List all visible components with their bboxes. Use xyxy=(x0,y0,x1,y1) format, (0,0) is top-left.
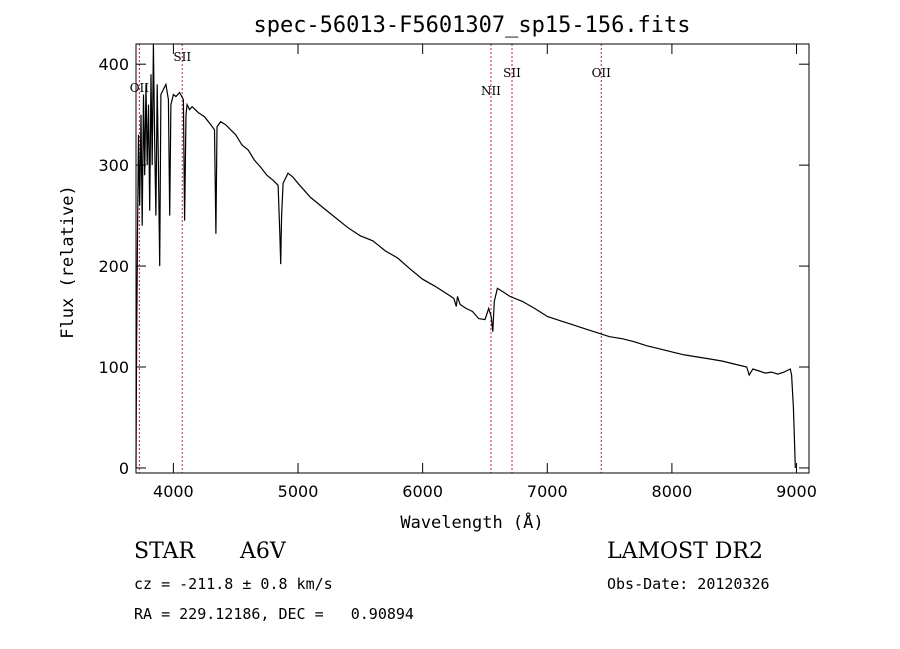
object-class: STAR xyxy=(134,539,195,564)
x-tick-label: 6000 xyxy=(402,482,443,501)
x-axis-label: Wavelength (Å) xyxy=(400,511,543,533)
y-tick-label: 200 xyxy=(98,257,129,276)
y-tick-label: 0 xyxy=(119,459,129,478)
y-tick-label: 400 xyxy=(98,55,129,74)
observation-date: Obs-Date: 20120326 xyxy=(607,575,770,593)
redshift-value: cz = -211.8 ± 0.8 km/s xyxy=(134,575,333,593)
emission-line-label: SII xyxy=(503,66,521,80)
emission-line-label: NII xyxy=(481,84,501,98)
x-tick-label: 8000 xyxy=(652,482,693,501)
emission-line-label: OII xyxy=(592,66,612,80)
plot-frame xyxy=(135,43,810,474)
spectral-subclass: A6V xyxy=(240,539,286,564)
x-tick-label: 9000 xyxy=(776,482,817,501)
y-tick-label: 100 xyxy=(98,358,129,377)
x-tick-label: 7000 xyxy=(527,482,568,501)
sky-coordinates: RA = 229.12186, DEC = 0.90894 xyxy=(134,605,414,623)
emission-line-label: OII xyxy=(130,81,150,95)
emission-line-label: SII xyxy=(173,50,191,64)
chart-title: spec-56013-F5601307_sp15-156.fits xyxy=(253,13,690,38)
y-axis-label: Flux (relative) xyxy=(58,185,78,339)
x-tick-label: 4000 xyxy=(153,482,194,501)
survey-name: LAMOST DR2 xyxy=(607,539,763,564)
spectrum-line xyxy=(135,43,796,469)
x-tick-label: 5000 xyxy=(278,482,319,501)
y-tick-label: 300 xyxy=(98,156,129,175)
axis-ticks: 4000 5000 6000 7000 8000 9000 0 100 200 300 400 xyxy=(98,44,817,501)
